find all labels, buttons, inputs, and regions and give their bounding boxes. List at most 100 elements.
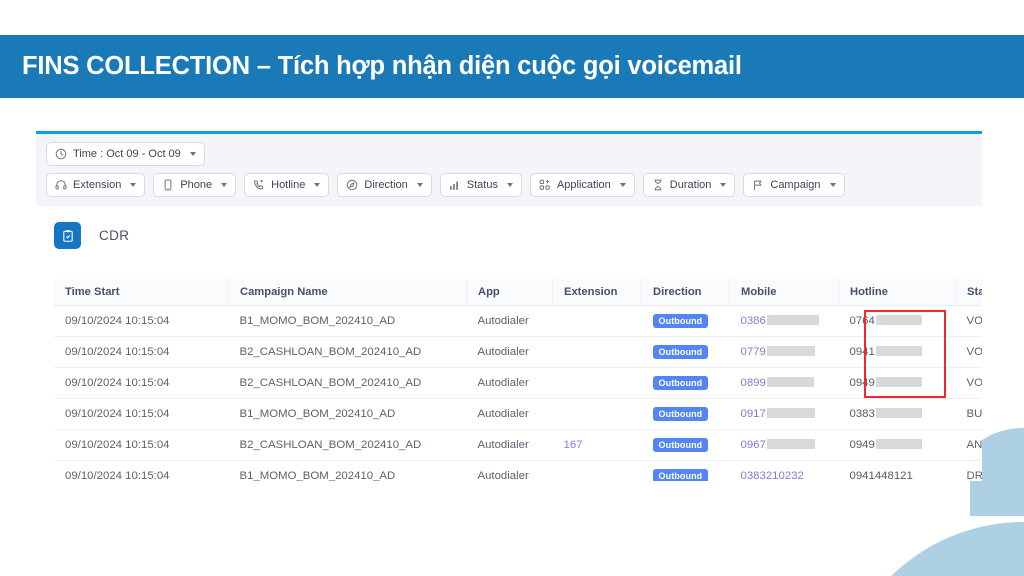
direction-badge: Outbound xyxy=(652,376,709,390)
apps-icon xyxy=(539,179,551,191)
mobile-link[interactable]: 0383210232 xyxy=(740,470,804,481)
column-header-campaign-name[interactable]: Campaign Name xyxy=(228,279,467,306)
cell-app-text: Autodialer xyxy=(477,470,529,481)
extension-link[interactable]: 167 xyxy=(563,439,583,451)
slide-title-banner: FINS COLLECTION – Tích hợp nhận diện cuộ… xyxy=(0,35,1024,98)
filter-chip-duration[interactable]: Duration xyxy=(642,173,736,197)
table-row[interactable]: 09/10/2024 10:15:04 B2_CASHLOAN_BOM_20241… xyxy=(54,336,982,368)
table-header-row: Time Start Campaign Name App Extension D… xyxy=(54,279,982,306)
filter-chip-application[interactable]: Application xyxy=(529,173,635,197)
column-header-app[interactable]: App xyxy=(466,279,553,306)
chevron-down-icon xyxy=(416,183,423,187)
cdr-table: Time Start Campaign Name App Extension D… xyxy=(54,279,982,481)
filter-chip-campaign-label: Campaign xyxy=(770,179,821,191)
mobile-link[interactable]: 0386 xyxy=(740,315,766,327)
filter-chip-hotline[interactable]: Hotline xyxy=(244,173,330,197)
cell-extension xyxy=(552,305,642,337)
page-title: FINS COLLECTION – Tích hợp nhận diện cuộ… xyxy=(22,52,742,80)
table-body: 09/10/2024 10:15:04 B1_MOMO_BOM_202410_AD… xyxy=(54,305,983,481)
cell-hotline: 0941 xyxy=(838,336,956,368)
column-header-extension[interactable]: Extension xyxy=(552,279,642,306)
cell-campaign-name-text: B1_MOMO_BOM_202410_AD xyxy=(239,408,396,420)
cell-time-start-text: 09/10/2024 10:15:04 xyxy=(65,439,170,451)
cdr-table-container: Time Start Campaign Name App Extension D… xyxy=(54,279,982,481)
cell-status-text: VOICEMAIL xyxy=(966,377,983,389)
filter-row-secondary: Extension Phone xyxy=(36,173,982,197)
cell-campaign-name: B1_MOMO_BOM_202410_AD xyxy=(228,305,467,337)
mobile-link[interactable]: 0899 xyxy=(740,377,766,389)
cell-extension xyxy=(552,460,642,481)
redaction-block xyxy=(766,408,815,418)
column-header-status[interactable]: Status xyxy=(955,279,982,306)
column-header-direction[interactable]: Direction xyxy=(641,279,730,306)
cell-time-start-text: 09/10/2024 10:15:04 xyxy=(65,346,170,358)
column-header-hotline[interactable]: Hotline xyxy=(838,279,956,306)
cell-direction: Outbound xyxy=(641,367,730,399)
direction-badge: Outbound xyxy=(652,407,709,421)
cell-campaign-name: B2_CASHLOAN_BOM_202410_AD xyxy=(228,336,467,368)
table-row[interactable]: 09/10/2024 10:15:04 B1_MOMO_BOM_202410_AD… xyxy=(54,398,983,430)
hotline-text: 0949 xyxy=(849,439,875,451)
filter-chip-time[interactable]: Time : Oct 09 - Oct 09 xyxy=(46,142,205,166)
redaction-block xyxy=(875,408,922,418)
filter-chip-extension[interactable]: Extension xyxy=(46,173,146,197)
cell-status-text: BUSY xyxy=(966,408,983,420)
cell-extension xyxy=(552,336,642,368)
cell-campaign-name: B1_MOMO_BOM_202410_AD xyxy=(228,460,467,481)
direction-badge: Outbound xyxy=(652,345,709,359)
hotline-text: 0941 xyxy=(849,346,875,358)
redaction-block xyxy=(766,315,819,325)
cell-time-start: 09/10/2024 10:15:04 xyxy=(54,305,229,337)
cell-status: BUSY xyxy=(955,398,983,430)
direction-badge: Outbound xyxy=(652,438,709,452)
filter-chip-phone-label: Phone xyxy=(180,179,213,191)
cell-time-start-text: 09/10/2024 10:15:04 xyxy=(65,315,170,327)
table-row[interactable]: 09/10/2024 10:15:04 B1_MOMO_BOM_202410_AD… xyxy=(54,460,983,481)
cdr-app-card: Time : Oct 09 - Oct 09 Extension xyxy=(36,131,982,481)
redaction-block xyxy=(875,315,922,325)
table-header: Time Start Campaign Name App Extension D… xyxy=(54,279,982,306)
filter-chip-phone[interactable]: Phone xyxy=(153,173,237,197)
cell-mobile: 0967 xyxy=(729,429,839,461)
filter-chip-direction[interactable]: Direction xyxy=(337,173,432,197)
direction-badge: Outbound xyxy=(652,469,709,481)
mobile-link[interactable]: 0917 xyxy=(740,408,766,420)
mobile-link[interactable]: 0967 xyxy=(740,439,766,451)
mobile-link[interactable]: 0779 xyxy=(740,346,766,358)
cell-direction: Outbound xyxy=(641,460,730,481)
cell-campaign-name-text: B2_CASHLOAN_BOM_202410_AD xyxy=(239,377,422,389)
cell-time-start: 09/10/2024 10:15:04 xyxy=(54,398,229,430)
direction-badge: Outbound xyxy=(652,314,709,328)
flag-icon xyxy=(752,179,764,191)
cell-direction: Outbound xyxy=(641,305,730,337)
clipboard-icon xyxy=(54,222,81,249)
cell-app-text: Autodialer xyxy=(477,315,529,327)
cell-status-text: DROP xyxy=(966,470,983,481)
cell-app: Autodialer xyxy=(466,460,553,481)
filter-chip-campaign[interactable]: Campaign xyxy=(743,173,845,197)
hotline-text: 0941448121 xyxy=(849,470,913,481)
headset-icon xyxy=(55,179,67,191)
cell-status: VOICEMAIL xyxy=(955,336,982,368)
filter-chip-application-label: Application xyxy=(556,179,611,191)
table-row[interactable]: 09/10/2024 10:15:04 B2_CASHLOAN_BOM_20241… xyxy=(54,367,983,399)
table-row[interactable]: 09/10/2024 10:15:04 B2_CASHLOAN_BOM_20241… xyxy=(54,429,982,461)
redaction-block xyxy=(875,439,922,449)
redaction-block xyxy=(875,346,922,356)
cell-direction: Outbound xyxy=(641,429,730,461)
cell-status: VOICEMAIL xyxy=(955,367,983,399)
filter-chip-hotline-label: Hotline xyxy=(271,179,306,191)
cell-campaign-name: B2_CASHLOAN_BOM_202410_AD xyxy=(228,429,467,461)
cell-hotline: 0949 xyxy=(838,429,956,461)
column-header-mobile[interactable]: Mobile xyxy=(729,279,839,306)
table-row[interactable]: 09/10/2024 10:15:04 B1_MOMO_BOM_202410_AD… xyxy=(54,305,982,337)
filter-chip-status[interactable]: Status xyxy=(439,173,522,197)
filter-chip-status-label: Status xyxy=(466,179,498,191)
cell-campaign-name: B2_CASHLOAN_BOM_202410_AD xyxy=(228,367,467,399)
chevron-down-icon xyxy=(130,183,137,187)
cell-hotline: 0764 xyxy=(838,305,956,337)
cell-campaign-name-text: B2_CASHLOAN_BOM_202410_AD xyxy=(239,439,422,451)
cell-extension: 167 xyxy=(552,429,642,461)
cell-direction: Outbound xyxy=(641,398,730,430)
column-header-time-start[interactable]: Time Start xyxy=(54,279,229,306)
